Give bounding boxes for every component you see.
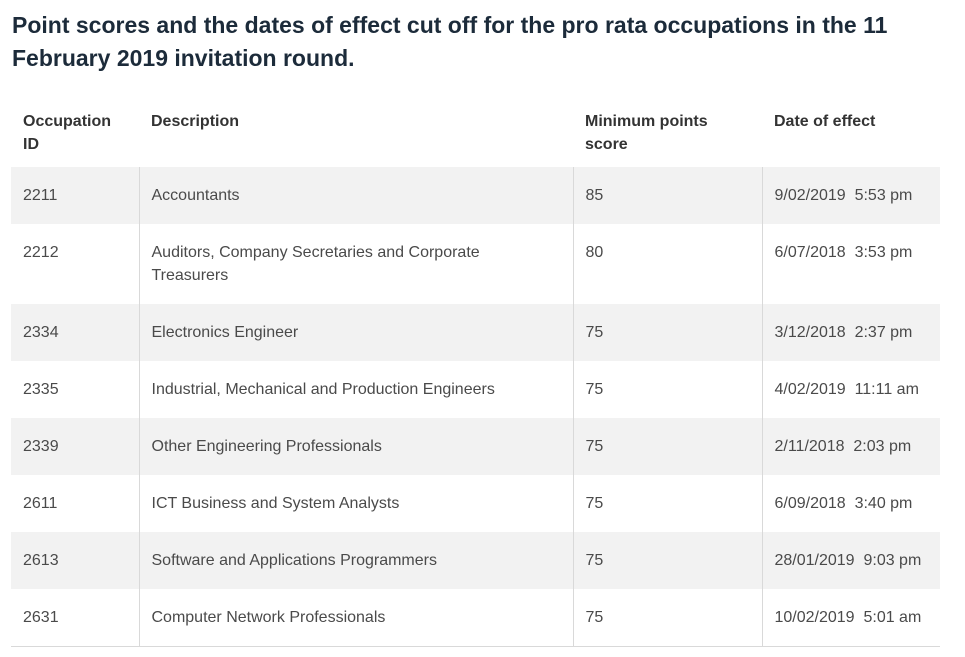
header-date-of-effect: Date of effect bbox=[774, 113, 876, 130]
cell-occupation-id: 2339 bbox=[11, 418, 139, 475]
table-header-row: Occupation ID Description Minimum points… bbox=[11, 100, 940, 167]
cell-minimum-points: 85 bbox=[572, 167, 762, 224]
cell-date-of-effect: 10/02/2019 5:01 am bbox=[761, 589, 940, 647]
table-row: 2631 Computer Network Professionals 75 1… bbox=[11, 589, 940, 647]
header-description: Description bbox=[151, 113, 240, 130]
table-row: 2335 Industrial, Mechanical and Producti… bbox=[11, 361, 940, 418]
cell-occupation-id: 2613 bbox=[11, 532, 139, 589]
cell-occupation-id: 2211 bbox=[11, 167, 139, 224]
cell-description: Accountants bbox=[138, 167, 573, 224]
header-occupation-id: Occupation ID bbox=[23, 113, 112, 153]
cell-description: Electronics Engineer bbox=[138, 304, 573, 361]
cell-minimum-points: 75 bbox=[572, 589, 762, 647]
cell-minimum-points: 75 bbox=[572, 532, 762, 589]
occupations-table: Occupation ID Description Minimum points… bbox=[11, 100, 940, 647]
cell-description: ICT Business and System Analysts bbox=[138, 475, 573, 532]
cell-occupation-id: 2335 bbox=[11, 361, 139, 418]
cell-description: Other Engineering Professionals bbox=[138, 418, 573, 475]
cell-minimum-points: 75 bbox=[572, 475, 762, 532]
cell-date-of-effect: 6/07/2018 3:53 pm bbox=[761, 224, 940, 304]
page-title: Point scores and the dates of effect cut… bbox=[12, 12, 888, 71]
cell-description: Computer Network Professionals bbox=[138, 589, 573, 647]
table-row: 2211 Accountants 85 9/02/2019 5:53 pm bbox=[11, 167, 940, 224]
table-row: 2611 ICT Business and System Analysts 75… bbox=[11, 475, 940, 532]
cell-date-of-effect: 3/12/2018 2:37 pm bbox=[761, 304, 940, 361]
table-row: 2212 Auditors, Company Secretaries and C… bbox=[11, 224, 940, 304]
cell-description: Software and Applications Programmers bbox=[138, 532, 573, 589]
table-row: 2334 Electronics Engineer 75 3/12/2018 2… bbox=[11, 304, 940, 361]
header-minimum-points-score: Minimum points score bbox=[585, 113, 708, 153]
cell-description: Auditors, Company Secretaries and Corpor… bbox=[138, 224, 573, 304]
cell-date-of-effect: 4/02/2019 11:11 am bbox=[761, 361, 940, 418]
table-row: 2613 Software and Applications Programme… bbox=[11, 532, 940, 589]
cell-minimum-points: 75 bbox=[572, 304, 762, 361]
cell-description: Industrial, Mechanical and Production En… bbox=[138, 361, 573, 418]
cell-minimum-points: 75 bbox=[572, 361, 762, 418]
table-header: Occupation ID Description Minimum points… bbox=[11, 100, 940, 167]
cell-date-of-effect: 2/11/2018 2:03 pm bbox=[761, 418, 940, 475]
cell-occupation-id: 2334 bbox=[11, 304, 139, 361]
cell-date-of-effect: 28/01/2019 9:03 pm bbox=[761, 532, 940, 589]
cell-minimum-points: 80 bbox=[572, 224, 762, 304]
table-row: 2339 Other Engineering Professionals 75 … bbox=[11, 418, 940, 475]
cell-date-of-effect: 6/09/2018 3:40 pm bbox=[761, 475, 940, 532]
cell-date-of-effect: 9/02/2019 5:53 pm bbox=[761, 167, 940, 224]
cell-minimum-points: 75 bbox=[572, 418, 762, 475]
cell-occupation-id: 2212 bbox=[11, 224, 139, 304]
table-body: 2211 Accountants 85 9/02/2019 5:53 pm 22… bbox=[11, 167, 940, 647]
cell-occupation-id: 2631 bbox=[11, 589, 139, 647]
cell-occupation-id: 2611 bbox=[11, 475, 139, 532]
